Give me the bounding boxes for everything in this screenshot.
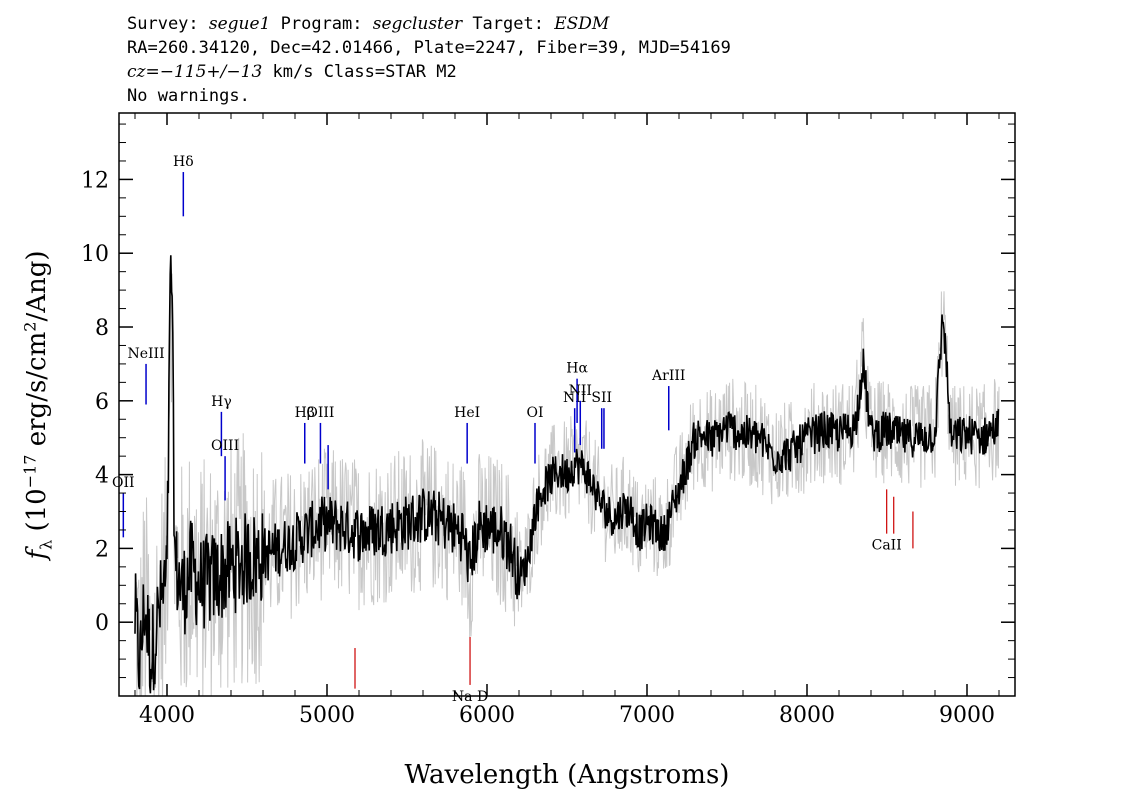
- y-tick-label: 12: [81, 168, 109, 193]
- error-line: [134, 272, 1000, 696]
- y-tick-label: 0: [95, 611, 109, 636]
- emission-line-label: SII: [591, 390, 612, 406]
- absorption-line-label: CaII: [872, 538, 902, 554]
- emission-line-label: NII: [569, 383, 592, 399]
- target-label: Target:: [462, 14, 555, 34]
- y-tick-label: 4: [95, 464, 109, 489]
- cz-value: −115+/−13: [159, 62, 263, 82]
- y-label-mid: erg/s/cm: [22, 331, 53, 455]
- plot-frame: [118, 112, 1016, 697]
- header-line-redshift: cz=−115+/−13 km/s Class=STAR M2: [127, 60, 731, 84]
- header-line-coordinates: RA=260.34120, Dec=42.01466, Plate=2247, …: [127, 38, 731, 58]
- emission-line-label: ArIII: [651, 368, 685, 384]
- x-tick-label: 5000: [299, 703, 355, 728]
- y-label-f: f: [22, 549, 53, 560]
- emission-line-label: Hβ: [295, 405, 315, 421]
- survey-value: segue1: [208, 14, 271, 34]
- axis-ticks: 4000 5000 6000 7000 8000 9000 0 2 4 6 8 10 12: [81, 113, 1015, 728]
- x-tick-label: 4000: [139, 703, 195, 728]
- y-tick-label: 6: [95, 390, 109, 415]
- y-label-close: /Ang): [22, 250, 53, 322]
- y-axis-label: fλ (10−17 erg/s/cm2/Ang): [21, 250, 56, 559]
- program-label: Program:: [270, 14, 373, 34]
- program-value: segcluster: [372, 14, 463, 34]
- x-axis-label: Wavelength (Angstroms): [404, 760, 730, 790]
- emission-line-label: OII: [112, 475, 135, 491]
- y-tick-label: 2: [95, 537, 109, 562]
- x-tick-label: 6000: [459, 703, 515, 728]
- emission-line-label: Hα: [566, 361, 588, 377]
- y-tick-label: 10: [81, 242, 109, 267]
- y-label-sub: λ: [36, 539, 56, 550]
- survey-label: Survey:: [127, 14, 209, 34]
- y-label-exp2: 2: [20, 321, 40, 332]
- error-band: [134, 272, 1000, 696]
- emission-line-label: OI: [526, 405, 543, 421]
- emission-line-label: HeI: [454, 405, 480, 421]
- header-line-warnings: No warnings.: [127, 86, 250, 106]
- x-tick-label: 9000: [939, 703, 995, 728]
- y-tick-label: 8: [95, 316, 109, 341]
- flux-line: [134, 255, 1000, 694]
- y-label-exp: −17: [20, 454, 40, 489]
- emission-line-label: Hγ: [211, 394, 232, 410]
- y-label-open: (10: [22, 488, 53, 540]
- spectrum-header: Survey: segue1 Program: segcluster Targe…: [127, 12, 731, 108]
- x-tick-label: 7000: [619, 703, 675, 728]
- emission-line-label: OIII: [306, 405, 334, 421]
- header-line-survey: Survey: segue1 Program: segcluster Targe…: [127, 12, 731, 36]
- emission-line-label: Hδ: [173, 154, 194, 170]
- cz-class: km/s Class=STAR M2: [262, 62, 457, 82]
- absorption-line-label: Na D: [452, 689, 488, 705]
- emission-line-label: NeIII: [127, 346, 164, 362]
- emission-line-label: OIII: [211, 438, 239, 454]
- target-value: ESDM: [554, 14, 610, 34]
- x-tick-label: 8000: [779, 703, 835, 728]
- cz-label: cz=: [127, 62, 160, 82]
- flux-series: [134, 255, 1000, 694]
